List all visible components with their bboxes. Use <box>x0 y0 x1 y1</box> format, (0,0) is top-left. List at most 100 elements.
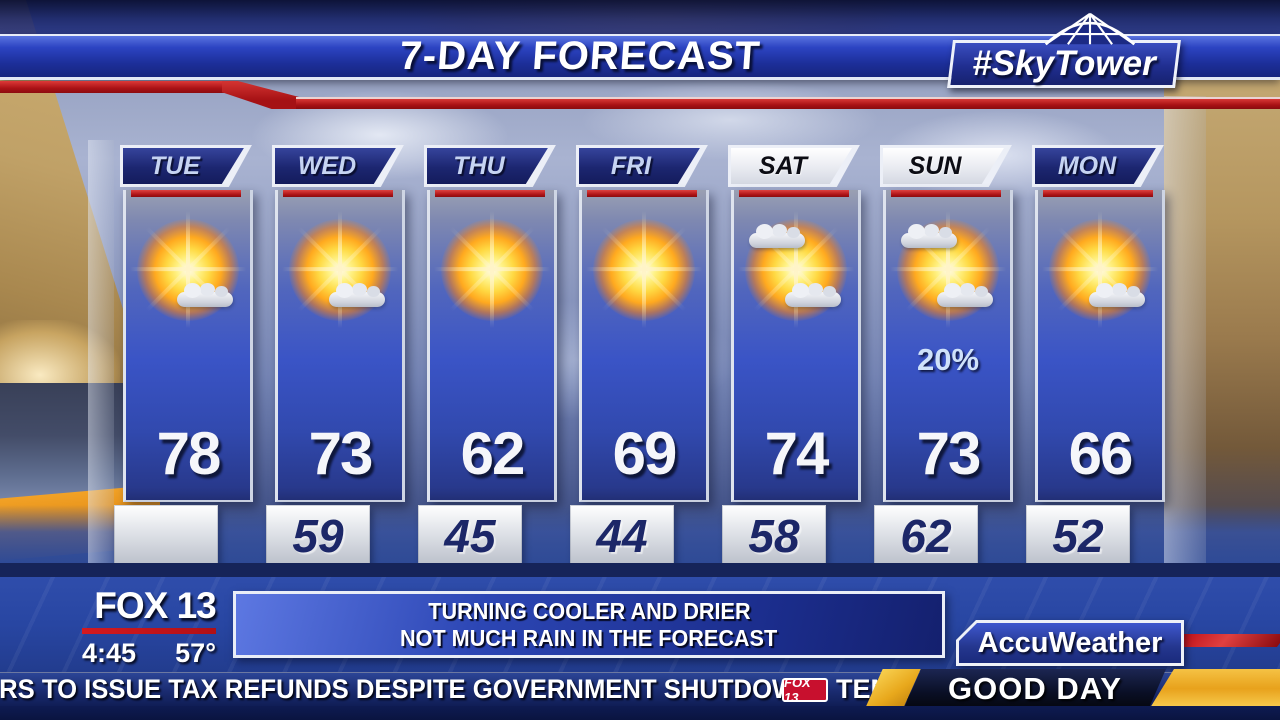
sunny-icon <box>582 211 706 328</box>
low-temp-box <box>114 505 218 567</box>
low-temp-box: 62 <box>874 505 978 567</box>
studio-left-slate <box>0 383 135 499</box>
forecast-column-sun: SUN 20% 73 62 <box>874 145 1013 567</box>
skytower-logo: #SkyTower <box>947 40 1181 88</box>
low-temp: 44 <box>596 510 648 562</box>
skytower-logo-text: #SkyTower <box>972 44 1156 83</box>
mostly-sunny-icon <box>126 211 250 328</box>
studio-pillar <box>1164 96 1206 570</box>
header-red-stripe-left <box>0 81 228 93</box>
fox13-logo: FOX 13 <box>94 585 217 626</box>
ticker-fox13-badge: FOX 13 <box>782 675 828 705</box>
forecast-panel: 66 <box>1035 190 1165 502</box>
ticker-headline: IRS TO ISSUE TAX REFUNDS DESPITE GOVERNM… <box>0 674 815 704</box>
low-temp-box: 59 <box>266 505 370 567</box>
day-tab-fill <box>579 148 700 184</box>
panel-red-stripe <box>435 190 545 197</box>
forecast-column-sat: SAT 74 58 <box>722 145 861 567</box>
floor-divider-band <box>0 563 1280 577</box>
accuweather-logo-box: AccuWeather <box>959 623 1181 663</box>
forecast-panel: 62 <box>427 190 557 502</box>
seven-day-forecast-grid: TUE 78 WED <box>114 145 1165 567</box>
day-tab: TUE <box>120 145 253 187</box>
forecast-panel: 69 <box>579 190 709 502</box>
accuweather-logo: AccuWeather <box>956 620 1184 666</box>
high-temp: 73 <box>308 420 374 487</box>
mostly-sunny-icon <box>278 211 402 328</box>
forecast-column-mon: MON 66 52 <box>1026 145 1165 567</box>
forecast-column-tue: TUE 78 <box>114 145 253 567</box>
low-temp: 59 <box>292 510 344 562</box>
low-temp: 45 <box>444 510 496 562</box>
forecast-panel: 73 <box>275 190 405 502</box>
message-line-2: NOT MUCH RAIN IN THE FORECAST <box>400 624 778 651</box>
fox13-red-underline <box>82 628 216 634</box>
day-name: TUE <box>150 152 200 180</box>
day-name: THU <box>453 152 505 180</box>
low-temp-box: 52 <box>1026 505 1130 567</box>
day-tab-fill <box>1035 148 1156 184</box>
current-temp: 57° <box>175 638 216 668</box>
forecast-column-thu: THU 62 45 <box>418 145 557 567</box>
accuweather-logo-text: AccuWeather <box>977 626 1163 659</box>
forecast-panel: 20% 73 <box>883 190 1013 502</box>
day-tab: SAT <box>728 145 861 187</box>
high-temp: 73 <box>916 420 982 487</box>
forecast-panel: 78 <box>123 190 253 502</box>
bottom-navy-strip <box>0 706 1280 720</box>
mostly-sunny-icon <box>1038 211 1162 328</box>
high-temp: 66 <box>1068 420 1134 487</box>
panel-red-stripe <box>891 190 1001 197</box>
day-tab-fill <box>427 148 548 184</box>
high-temp: 69 <box>612 420 678 487</box>
day-tab: MON <box>1032 145 1165 187</box>
forecast-column-fri: FRI 69 44 <box>570 145 709 567</box>
low-temp: 58 <box>748 510 800 562</box>
low-temp-box: 45 <box>418 505 522 567</box>
low-temp: 62 <box>900 510 952 562</box>
clock: 4:45 <box>82 638 137 668</box>
day-tab: THU <box>424 145 557 187</box>
day-name: WED <box>297 152 357 180</box>
day-tab-fill <box>123 148 244 184</box>
day-tab-fill <box>731 148 852 184</box>
day-tab-fill <box>883 148 1004 184</box>
partly-cloudy-icon <box>734 211 858 328</box>
station-bug: FOX 13 4:45 57° <box>80 585 230 669</box>
header-red-stripe-lower <box>296 97 1280 109</box>
day-name: FRI <box>610 152 652 180</box>
day-tab-fill <box>275 148 396 184</box>
panel-red-stripe <box>739 190 849 197</box>
good-day-title-box: GOOD DAY <box>904 669 1166 708</box>
high-temp: 62 <box>460 420 526 487</box>
forecast-panel: 74 <box>731 190 861 502</box>
skytower-dome-icon <box>1044 12 1136 46</box>
studio-pillar <box>88 140 114 565</box>
day-name: SUN <box>908 152 962 180</box>
good-day-gold-tail <box>1150 669 1280 708</box>
high-temp: 74 <box>764 420 830 487</box>
precip-chance: 20% <box>916 342 980 377</box>
forecast-message-banner: TURNING COOLER AND DRIER NOT MUCH RAIN I… <box>233 591 945 658</box>
panel-red-stripe <box>131 190 241 197</box>
sunny-icon <box>430 211 554 328</box>
day-tab: FRI <box>576 145 709 187</box>
forecast-column-wed: WED 73 59 <box>266 145 405 567</box>
day-tab: SUN <box>880 145 1013 187</box>
low-temp-box: 44 <box>570 505 674 567</box>
accuweather-red-swoosh <box>1172 634 1280 647</box>
low-temp: 52 <box>1052 510 1104 562</box>
day-tab: WED <box>272 145 405 187</box>
day-name: SAT <box>758 152 808 180</box>
low-temp-box: 58 <box>722 505 826 567</box>
time-temp-row: 4:45 57° <box>82 638 216 669</box>
message-line-1: TURNING COOLER AND DRIER <box>427 597 751 624</box>
partly-cloudy-icon <box>886 211 1010 328</box>
panel-red-stripe <box>1043 190 1153 197</box>
good-day-show-banner: GOOD DAY <box>852 669 1280 708</box>
panel-red-stripe <box>283 190 393 197</box>
day-name: MON <box>1057 152 1117 180</box>
good-day-title: GOOD DAY <box>948 670 1122 706</box>
panel-red-stripe <box>587 190 697 197</box>
